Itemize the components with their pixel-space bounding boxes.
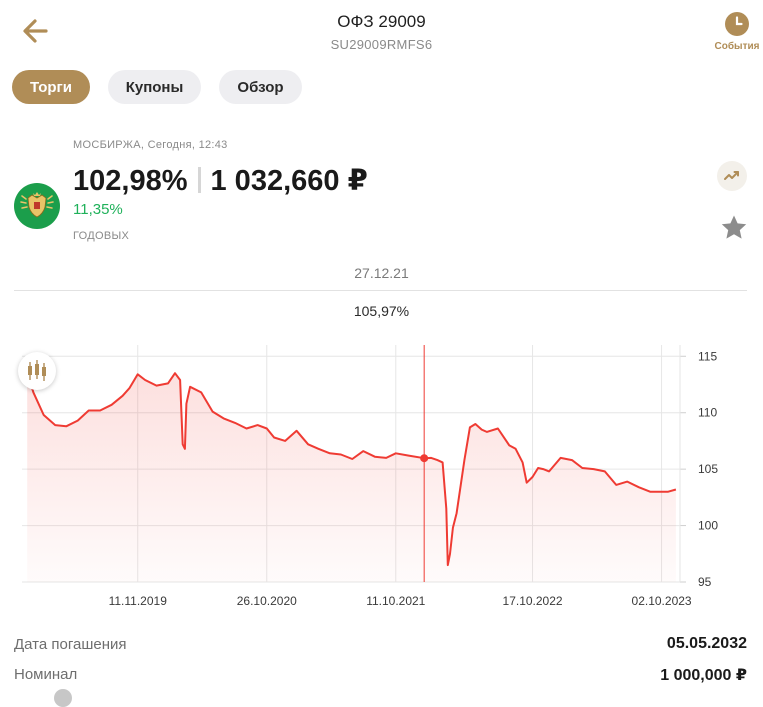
candlestick-toggle-button[interactable] xyxy=(18,352,56,390)
nominal-label: Номинал xyxy=(14,666,78,683)
selected-value: 105,97% xyxy=(353,303,410,319)
selected-date: 27.12.21 xyxy=(354,265,409,281)
events-button[interactable]: События xyxy=(710,12,763,52)
russian-emblem-icon xyxy=(14,183,60,229)
x-tick-label: 11.11.2019 xyxy=(109,594,168,608)
price-row: 102,98% 1 032,660 ₽ xyxy=(73,163,368,198)
yield-label: ГОДОВЫХ xyxy=(73,230,130,242)
x-tick-label: 02.10.2023 xyxy=(632,594,692,608)
info-icon xyxy=(54,689,72,707)
tab-overview[interactable]: Обзор xyxy=(219,70,302,104)
y-tick-label: 95 xyxy=(698,575,712,589)
favorite-button[interactable] xyxy=(719,213,749,243)
nominal-value: 1 000,000 ₽ xyxy=(660,667,747,684)
price-rub: 1 032,660 ₽ xyxy=(210,165,368,197)
yield-value: 11,35% xyxy=(73,201,123,218)
y-axis: 95 100 105 110 115 xyxy=(698,349,718,589)
exchange-timestamp: МОСБИРЖА, Сегодня, 12:43 xyxy=(73,139,228,151)
price-percent: 102,98% xyxy=(73,165,188,197)
x-tick-label: 11.10.2021 xyxy=(366,594,425,608)
events-label: События xyxy=(714,41,760,52)
back-button[interactable] xyxy=(18,14,52,48)
price-chart[interactable]: 95 100 105 110 115 11.11.2019 26.10.2020 11.10… xyxy=(0,330,763,615)
maturity-date-value: 05.05.2032 xyxy=(666,635,747,652)
y-tick-label: 115 xyxy=(698,349,717,363)
crosshair-point xyxy=(420,454,429,463)
y-tick-label: 100 xyxy=(698,519,718,533)
star-icon xyxy=(721,215,747,239)
trend-up-icon xyxy=(724,171,739,180)
page-title: ОФЗ 29009 xyxy=(337,12,426,31)
clock-icon xyxy=(725,12,749,36)
x-tick-label: 26.10.2020 xyxy=(237,594,297,608)
isin-code: SU29009RMFS6 xyxy=(330,37,433,52)
y-tick-label: 105 xyxy=(698,462,718,476)
tab-trades[interactable]: Торги xyxy=(12,70,90,104)
divider xyxy=(14,290,747,291)
arrow-left-icon xyxy=(23,19,48,43)
price-line xyxy=(26,371,677,567)
y-tick-label: 110 xyxy=(698,406,717,420)
trend-button[interactable] xyxy=(717,161,747,191)
x-tick-label: 17.10.2022 xyxy=(503,594,563,608)
x-axis: 11.11.2019 26.10.2020 11.10.2021 17.10.2022… xyxy=(109,594,692,608)
price-separator xyxy=(197,167,201,193)
price-area xyxy=(27,372,676,582)
candlestick-icon xyxy=(28,360,46,381)
tab-coupons[interactable]: Купоны xyxy=(108,70,201,104)
maturity-date-label: Дата погашения xyxy=(14,636,127,653)
